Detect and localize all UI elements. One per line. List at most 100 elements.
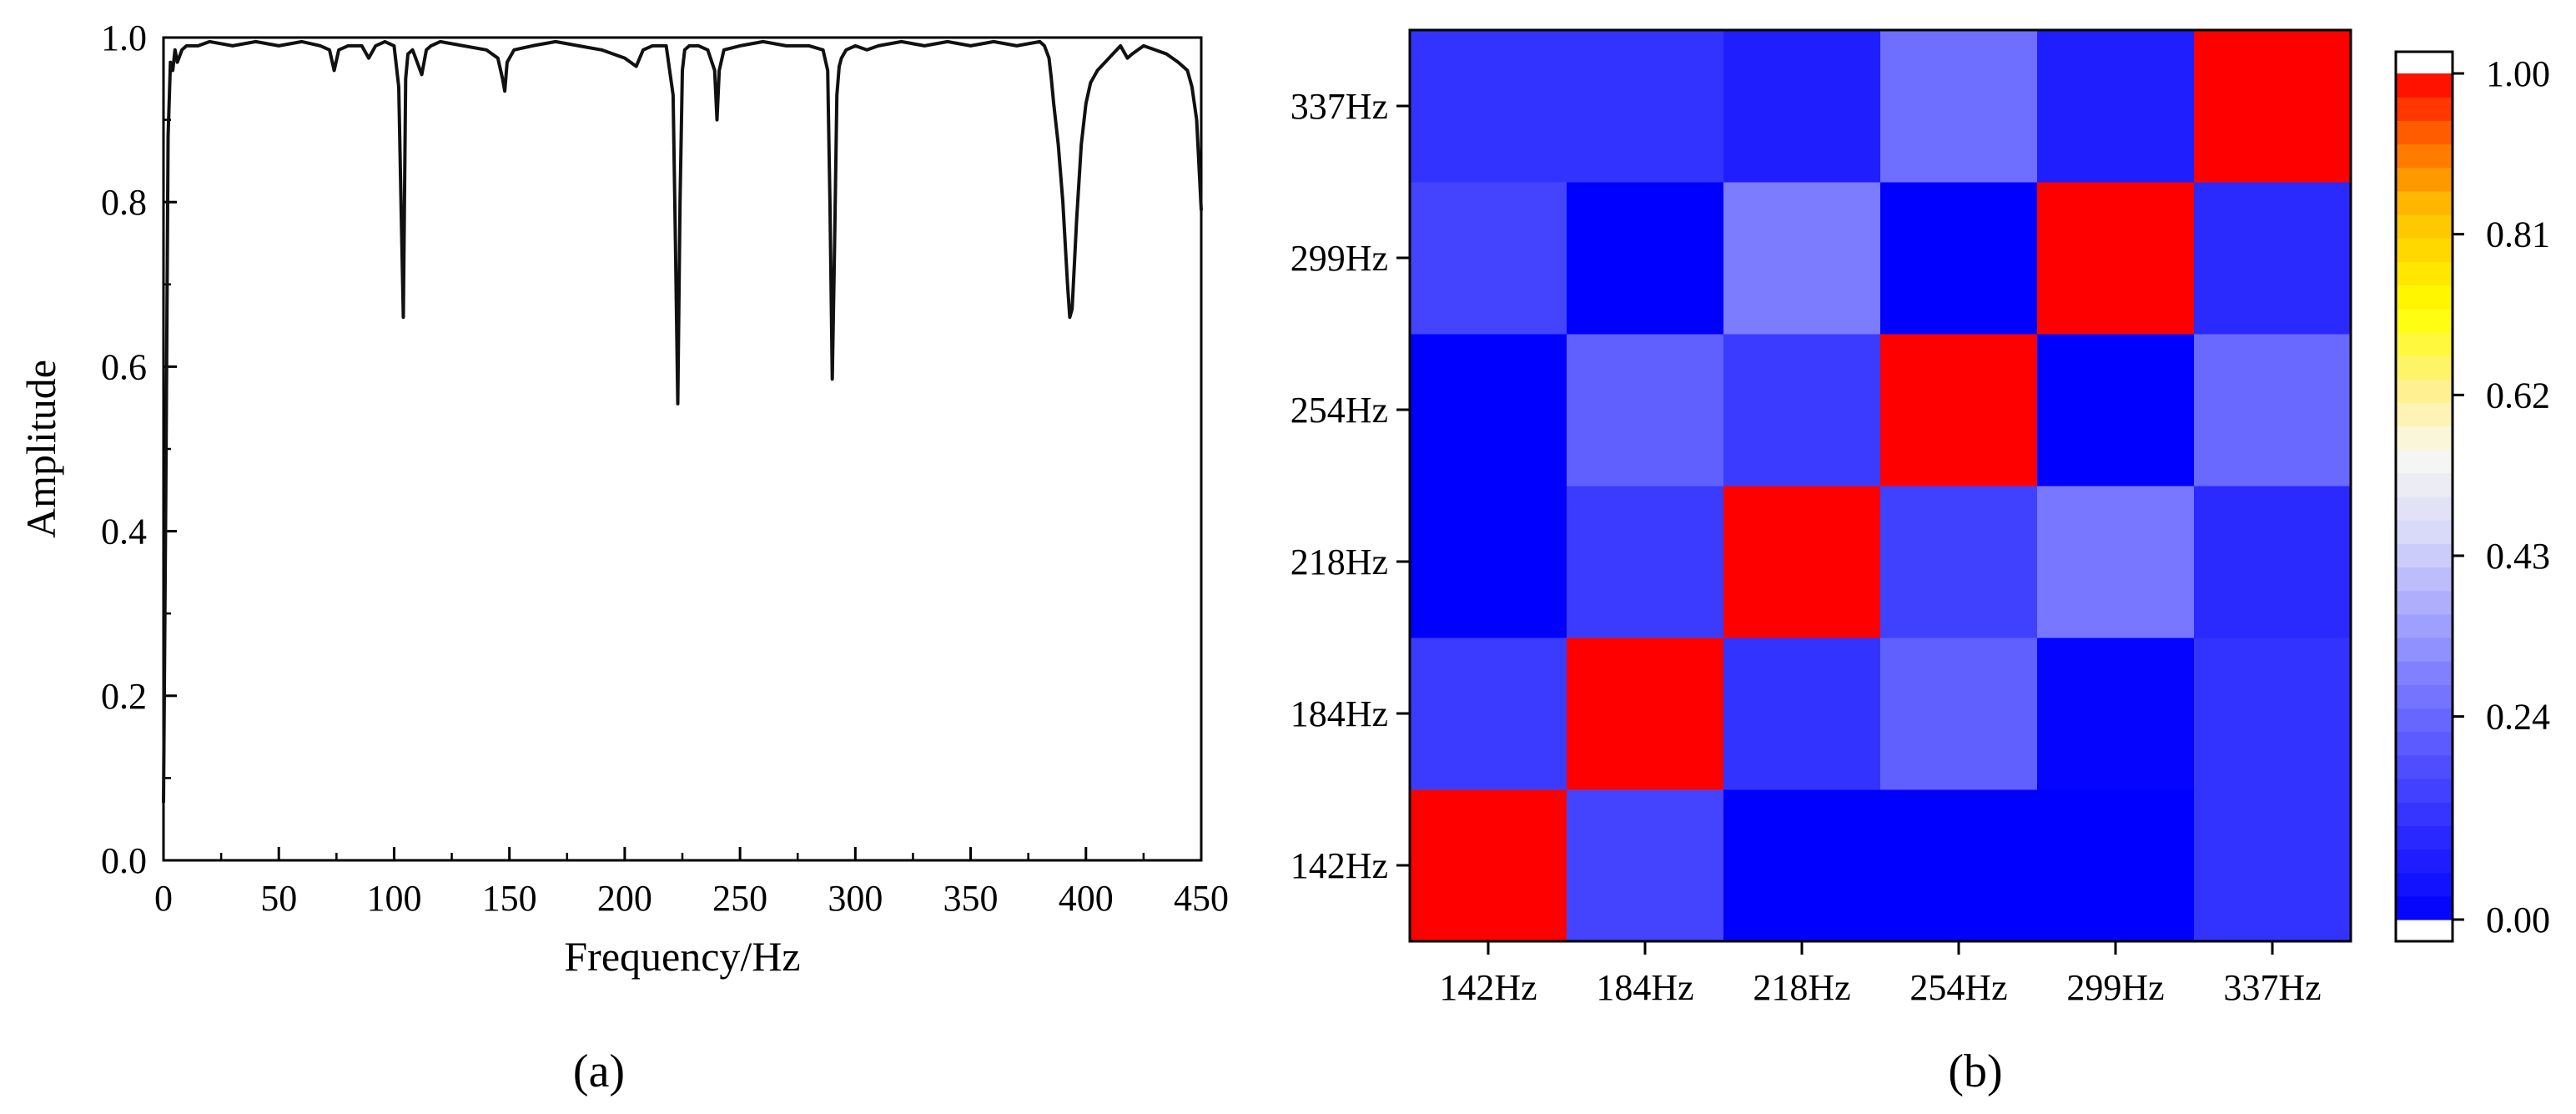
x-tick-label: 300 bbox=[828, 878, 883, 919]
heatmap-cell bbox=[2037, 486, 2195, 638]
colorbar-band bbox=[2396, 120, 2453, 145]
colorbar-band bbox=[2396, 731, 2453, 756]
colorbar-band bbox=[2396, 754, 2453, 779]
colorbar-tick-label: 0.81 bbox=[2486, 214, 2550, 255]
colorbar-band bbox=[2396, 379, 2453, 403]
heatmap-cell bbox=[1880, 486, 2038, 638]
colorbar-band bbox=[2396, 825, 2453, 850]
y-tick-label: 0.0 bbox=[101, 840, 147, 881]
heatmap-cell bbox=[1410, 182, 1567, 335]
colorbar-band bbox=[2396, 779, 2453, 803]
colorbar-band bbox=[2396, 97, 2453, 121]
heatmap-cell bbox=[2037, 334, 2195, 486]
colorbar-band bbox=[2396, 872, 2453, 897]
heatmap-cell bbox=[2194, 638, 2352, 790]
heatmap-cell bbox=[1880, 334, 2038, 486]
heatmap-x-label: 142Hz bbox=[1439, 967, 1537, 1008]
heatmap-cell bbox=[2037, 638, 2195, 790]
heatmap-x-label: 337Hz bbox=[2223, 967, 2321, 1008]
heatmap-cell bbox=[2194, 182, 2352, 335]
heatmap-x-label: 218Hz bbox=[1753, 967, 1850, 1008]
heatmap-cell bbox=[1723, 30, 1881, 183]
heatmap-cell bbox=[1567, 30, 1724, 183]
colorbar-band bbox=[2396, 613, 2453, 638]
heatmap-cell bbox=[1567, 789, 1724, 942]
x-tick-label: 150 bbox=[482, 878, 537, 919]
colorbar-band bbox=[2396, 590, 2453, 615]
colorbar: 0.00 0.24 0.43 0.62 0.81 1.00 bbox=[2394, 50, 2550, 943]
heatmap-frame bbox=[1408, 28, 2352, 943]
colorbar-band bbox=[2396, 802, 2453, 826]
colorbar-band bbox=[2396, 497, 2453, 521]
line-series-amplitude bbox=[162, 39, 1203, 804]
panel-label-b: (b) bbox=[1948, 1046, 2002, 1097]
heatmap-x-label: 299Hz bbox=[2066, 967, 2164, 1008]
heatmap-cell bbox=[1723, 789, 1881, 942]
heatmap-cell bbox=[1410, 30, 1567, 183]
heatmap-y-label: 218Hz bbox=[1291, 542, 1388, 582]
heatmap-cells bbox=[1410, 30, 2352, 942]
panel-label-a: (a) bbox=[573, 1046, 625, 1097]
y-tick-label: 1.0 bbox=[101, 18, 147, 58]
heatmap-cell bbox=[2037, 789, 2195, 942]
colorbar-band bbox=[2396, 190, 2453, 215]
heatmap-cell bbox=[1723, 486, 1881, 638]
colorbar-band bbox=[2396, 238, 2453, 262]
heatmap-y-label: 142Hz bbox=[1291, 845, 1388, 886]
colorbar-band bbox=[2396, 144, 2453, 169]
x-tick-label: 0 bbox=[154, 878, 173, 919]
colorbar-band bbox=[2396, 849, 2453, 874]
colorbar-band bbox=[2396, 73, 2453, 98]
x-tick-label: 50 bbox=[260, 878, 297, 919]
heatmap-cell bbox=[1567, 638, 1724, 790]
colorbar-band bbox=[2396, 684, 2453, 709]
colorbar-band bbox=[2396, 261, 2453, 286]
y-tick-label: 0.6 bbox=[101, 346, 147, 387]
colorbar-band bbox=[2396, 638, 2453, 662]
colorbar-band bbox=[2396, 708, 2453, 733]
colorbar-band bbox=[2396, 661, 2453, 685]
y-tick-label: 0.2 bbox=[101, 676, 147, 717]
colorbar-frame bbox=[2394, 50, 2454, 943]
heatmap-cell bbox=[2037, 30, 2195, 183]
heatmap-y-label: 184Hz bbox=[1291, 693, 1388, 734]
y-axis-label: Amplitude bbox=[18, 360, 64, 538]
y-tick-label: 0.4 bbox=[101, 512, 147, 552]
colorbar-band bbox=[2396, 895, 2453, 920]
colorbar-band bbox=[2396, 167, 2453, 192]
heatmap-cell bbox=[1410, 334, 1567, 486]
colorbar-band bbox=[2396, 308, 2453, 333]
heatmap-x-label: 254Hz bbox=[1909, 967, 2007, 1008]
colorbar-band bbox=[2396, 355, 2453, 380]
x-tick-label: 200 bbox=[597, 878, 652, 919]
x-tick-label: 100 bbox=[366, 878, 421, 919]
heatmap-y-label: 254Hz bbox=[1291, 390, 1388, 431]
heatmap-y-label: 299Hz bbox=[1291, 238, 1388, 279]
heatmap-cell bbox=[1723, 334, 1881, 486]
heatmap-cell bbox=[1410, 789, 1567, 942]
x-tick-label: 450 bbox=[1174, 878, 1229, 919]
colorbar-band bbox=[2396, 331, 2453, 356]
heatmap-cell bbox=[1410, 638, 1567, 790]
colorbar-tick-label: 0.00 bbox=[2486, 900, 2550, 940]
x-tick-label: 350 bbox=[943, 878, 999, 919]
heatmap-cell bbox=[2194, 30, 2352, 183]
x-axis-label: Frequency/Hz bbox=[564, 933, 800, 980]
x-tick-label: 250 bbox=[712, 878, 767, 919]
heatmap-cell bbox=[1880, 789, 2038, 942]
heatmap-cell bbox=[1567, 334, 1724, 486]
heatmap-cell bbox=[1567, 486, 1724, 638]
heatmap-cell bbox=[1723, 638, 1881, 790]
heatmap-cell bbox=[1880, 30, 2038, 183]
y-tick-label: 0.8 bbox=[101, 182, 147, 223]
heatmap-cell bbox=[1567, 182, 1724, 335]
heatmap-y-label: 337Hz bbox=[1291, 86, 1388, 127]
heatmap-cell bbox=[2194, 486, 2352, 638]
line-axis-ticks: 0 50 100 150 200 250 300 350 400 450 0.0 0.2 0.4 0.6 0… bbox=[101, 18, 1229, 919]
colorbar-band bbox=[2396, 402, 2453, 427]
heatmap-cell bbox=[2194, 789, 2352, 942]
heatmap-panel: 142Hz 184Hz 218Hz 254Hz 299Hz 337Hz 142Hz 184Hz… bbox=[1291, 28, 2550, 1097]
colorbar-tick-label: 0.24 bbox=[2486, 697, 2550, 738]
heatmap-cell bbox=[1410, 486, 1567, 638]
